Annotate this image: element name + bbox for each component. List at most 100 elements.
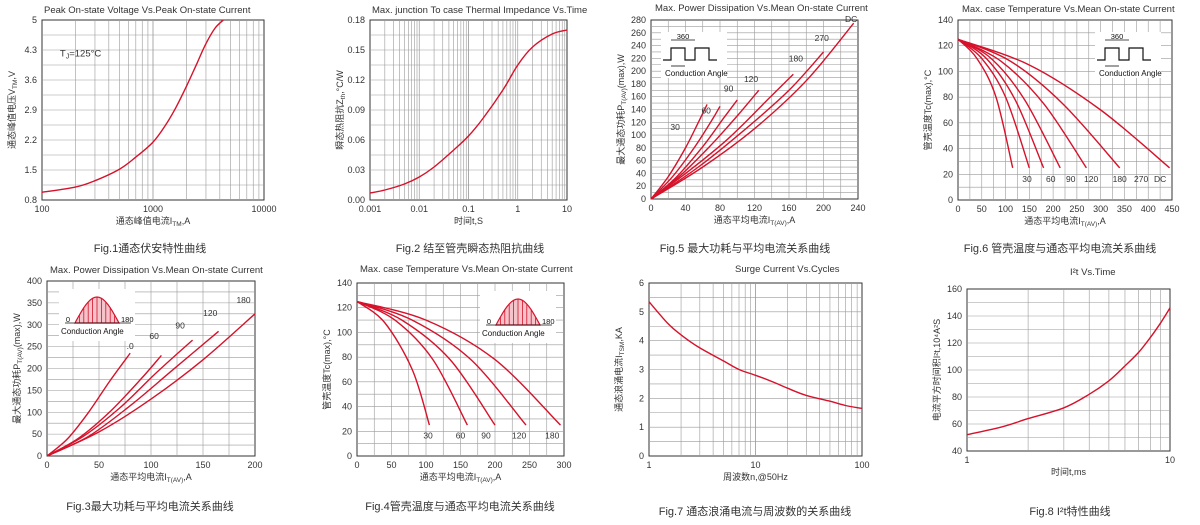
grid bbox=[967, 289, 1170, 451]
series-label: 90 bbox=[481, 431, 491, 441]
x-tick-label: 200 bbox=[816, 203, 831, 213]
x-tick-label: 240 bbox=[850, 203, 865, 213]
series-label: 180 bbox=[789, 54, 803, 64]
y-tick-label: 0.09 bbox=[347, 105, 365, 115]
square-wave-icon bbox=[1097, 47, 1151, 61]
y-tick-label: 350 bbox=[27, 298, 42, 308]
x-axis-label: 通态平均电流IT(AV),A bbox=[110, 471, 192, 484]
x-tick-label: 100 bbox=[418, 460, 433, 470]
y-tick-label: 100 bbox=[337, 327, 352, 337]
y-tick-label: 120 bbox=[337, 303, 352, 313]
y-axis-label: 最大通态功耗PT(AV)(max),W bbox=[615, 54, 628, 165]
y-tick-label: 20 bbox=[636, 181, 646, 191]
y-tick-label: 4.3 bbox=[24, 45, 37, 55]
y-tick-label: 220 bbox=[631, 53, 646, 63]
y-tick-label: 0.06 bbox=[347, 135, 365, 145]
y-tick-label: 0 bbox=[347, 451, 352, 461]
y-tick-label: 40 bbox=[943, 144, 953, 154]
y-tick-label: 50 bbox=[32, 429, 42, 439]
x-tick-label: 100 bbox=[854, 460, 869, 470]
y-tick-label: 40 bbox=[636, 168, 646, 178]
angle-start-label: 0 bbox=[66, 315, 70, 324]
y-tick-label: 140 bbox=[337, 278, 352, 288]
y-tick-label: 3.6 bbox=[24, 75, 37, 85]
y-tick-label: 250 bbox=[27, 342, 42, 352]
x-tick-label: 250 bbox=[522, 460, 537, 470]
y-axis-label: 最大通态功耗PT(AV)(max),W bbox=[11, 313, 24, 424]
figure-caption: Fig.2 结至管壳瞬态热阻抗曲线 bbox=[396, 241, 545, 255]
series-line-30 bbox=[356, 300, 431, 426]
conduction-angle-label: Conduction Angle bbox=[61, 327, 124, 336]
x-tick-label: 200 bbox=[487, 460, 502, 470]
y-tick-label: 5 bbox=[32, 15, 37, 25]
series-label: .0 bbox=[127, 341, 134, 351]
series-line-30 bbox=[46, 352, 131, 457]
x-tick-label: 0.1 bbox=[462, 204, 475, 214]
y-axis-label: 电流平方时间积I²t,10⁴A²S bbox=[931, 319, 942, 421]
x-tick-label: 1 bbox=[646, 460, 651, 470]
x-axis-label: 通态平均电流IT(AV),A bbox=[714, 214, 796, 227]
grid bbox=[370, 20, 567, 200]
figure-caption: Fig.5 最大功耗与平均电流关系曲线 bbox=[660, 241, 831, 255]
x-axis-label: 时间t,ms bbox=[1051, 466, 1086, 477]
y-tick-label: 280 bbox=[631, 15, 646, 25]
y-tick-label: 160 bbox=[631, 92, 646, 102]
x-tick-label: 160 bbox=[781, 203, 796, 213]
figure-caption: Fig.7 通态浪涌电流与周波数的关系曲线 bbox=[659, 504, 852, 518]
series-line-60 bbox=[650, 105, 721, 200]
series-label: 180 bbox=[545, 431, 559, 441]
x-tick-label: 100 bbox=[998, 204, 1013, 214]
x-axis-label: 通态平均电流IT(AV),A bbox=[1024, 215, 1106, 228]
conduction-angle-label: Conduction Angle bbox=[1099, 69, 1162, 78]
x-tick-label: 450 bbox=[1164, 204, 1179, 214]
x-tick-label: 10000 bbox=[251, 204, 276, 214]
y-tick-label: 2 bbox=[639, 393, 644, 403]
conduction-angle-inset: 360 Conduction Angle bbox=[661, 32, 728, 78]
figure-caption: Fig.1通态伏安特性曲线 bbox=[94, 241, 206, 255]
y-tick-label: 200 bbox=[27, 364, 42, 374]
series-line-180 bbox=[650, 73, 794, 200]
y-tick-label: 60 bbox=[342, 377, 352, 387]
series-line-270 bbox=[650, 51, 825, 200]
y-tick-label: 3 bbox=[639, 365, 644, 375]
y-tick-label: 5 bbox=[639, 307, 644, 317]
x-axis-label: 时间t,S bbox=[454, 215, 483, 226]
figure-caption: Fig.8 I²t特性曲线 bbox=[1029, 504, 1110, 518]
series-label: 270 bbox=[1134, 174, 1148, 184]
y-tick-label: 1.5 bbox=[24, 165, 37, 175]
series-line-1 bbox=[41, 19, 224, 193]
series-label: 120 bbox=[744, 74, 758, 84]
y-tick-label: 80 bbox=[342, 352, 352, 362]
x-tick-label: 200 bbox=[1046, 204, 1061, 214]
series-label: 180 bbox=[1113, 174, 1127, 184]
x-tick-label: 50 bbox=[977, 204, 987, 214]
x-axis-label: 周波数n,@50Hz bbox=[723, 471, 788, 482]
x-tick-label: 50 bbox=[386, 460, 396, 470]
y-tick-label: 40 bbox=[952, 446, 962, 456]
series-line-120 bbox=[650, 89, 760, 200]
series-label: 90 bbox=[724, 84, 734, 94]
series-label: 60 bbox=[1046, 174, 1056, 184]
y-tick-label: 400 bbox=[27, 276, 42, 286]
series-label: 30 bbox=[670, 122, 680, 132]
y-tick-label: 2.2 bbox=[24, 135, 37, 145]
x-tick-label: 300 bbox=[1093, 204, 1108, 214]
series-line-90 bbox=[957, 38, 1045, 169]
grid bbox=[47, 281, 255, 456]
y-tick-label: 0.00 bbox=[347, 195, 365, 205]
chart-panel-8: I²t Vs.Time 1 10 40 60 80 100 120 140 160 时间t,ms 电流… bbox=[931, 267, 1175, 518]
series-label: 90 bbox=[1066, 174, 1076, 184]
series-label: 120 bbox=[203, 308, 217, 318]
series-line-90 bbox=[356, 300, 496, 426]
figure-caption: Fig.6 管壳温度与通态平均电流关系曲线 bbox=[964, 241, 1157, 255]
y-tick-label: 260 bbox=[631, 28, 646, 38]
x-tick-label: 1 bbox=[964, 455, 969, 465]
x-tick-label: 150 bbox=[453, 460, 468, 470]
y-tick-label: 120 bbox=[947, 338, 962, 348]
chart-title: I²t Vs.Time bbox=[1070, 267, 1116, 278]
x-tick-label: 0.01 bbox=[410, 204, 428, 214]
x-tick-label: 80 bbox=[715, 203, 725, 213]
x-tick-label: 0 bbox=[44, 460, 49, 470]
x-tick-label: 1 bbox=[515, 204, 520, 214]
x-tick-label: 350 bbox=[1117, 204, 1132, 214]
